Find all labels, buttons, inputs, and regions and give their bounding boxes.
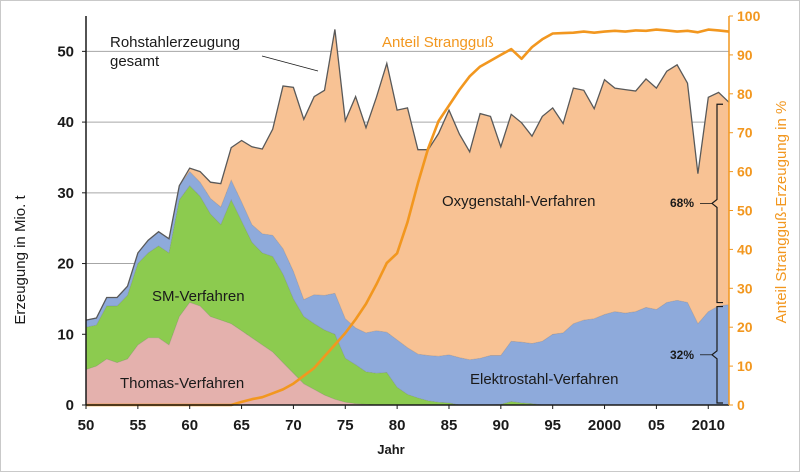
x-tick-label-70: 70 <box>285 417 302 434</box>
y2-tick-label-80: 80 <box>737 86 753 102</box>
y-tick-label-0: 0 <box>66 397 74 414</box>
x-tick-label-85: 85 <box>441 417 458 434</box>
area-oxygenstahl-verfahren <box>86 29 729 360</box>
y-tick-label-10: 10 <box>57 326 74 343</box>
oxygen-label: Oxygenstahl-Verfahren <box>442 193 595 210</box>
area-thomas-verfahren <box>86 302 729 405</box>
sm-label: SM-Verfahren <box>152 288 245 305</box>
x-tick-label-80: 80 <box>389 417 406 434</box>
total-outline <box>85 29 730 321</box>
share-line <box>86 28 730 407</box>
area-elektrostahl-verfahren <box>86 171 729 405</box>
y2-tick-label-20: 20 <box>737 319 753 335</box>
y-axis-right-label: Anteil Strangguß-Erzeugung in % <box>773 101 790 324</box>
y-axis-left-label: Erzeugung in Mio. t <box>12 195 29 325</box>
y2-tick-label-100: 100 <box>737 8 761 24</box>
x-tick-label-05: 05 <box>648 417 665 434</box>
total-label-line1: Rohstahlerzeugung <box>110 34 240 51</box>
y-tick-label-30: 30 <box>57 185 74 202</box>
x-tick-label-50: 50 <box>78 417 95 434</box>
y2-tick-label-90: 90 <box>737 47 753 63</box>
y-tick-label-20: 20 <box>57 256 74 273</box>
electro-share-label: 32% <box>670 348 694 362</box>
x-tick-label-90: 90 <box>492 417 509 434</box>
x-tick-label-2010: 2010 <box>692 417 725 434</box>
x-tick-label-60: 60 <box>181 417 198 434</box>
total-leader-line <box>261 55 319 72</box>
y2-tick-label-10: 10 <box>737 358 753 374</box>
y2-tick-label-40: 40 <box>737 241 753 257</box>
annotations: Rohstahlerzeugung gesamt Anteil Stranggu… <box>12 34 790 457</box>
y2-tick-label-70: 70 <box>737 125 753 141</box>
thomas-label: Thomas-Verfahren <box>120 375 244 392</box>
y2-tick-label-60: 60 <box>737 164 753 180</box>
total-label-line2: gesamt <box>110 53 160 70</box>
boundary-elektrostahl-verfahren <box>85 171 730 361</box>
x-tick-label-2000: 2000 <box>588 417 621 434</box>
total-production-line <box>85 29 730 321</box>
x-tick-label-55: 55 <box>130 417 147 434</box>
share-line-label: Anteil Strangguß <box>382 34 494 51</box>
y2-tick-label-30: 30 <box>737 280 753 296</box>
x-tick-label-95: 95 <box>544 417 561 434</box>
continuous-casting-share-line <box>86 28 730 407</box>
x-axis-label: Jahr <box>377 442 404 457</box>
y-tick-label-50: 50 <box>57 43 74 60</box>
oxygen-share-label: 68% <box>670 196 694 210</box>
y-tick-label-40: 40 <box>57 114 74 131</box>
x-tick-label-65: 65 <box>233 417 250 434</box>
area-sm-verfahren <box>86 185 729 405</box>
y2-tick-label-0: 0 <box>737 397 745 413</box>
x-tick-label-75: 75 <box>337 417 354 434</box>
y2-tick-label-50: 50 <box>737 203 753 219</box>
electro-label: Elektrostahl-Verfahren <box>470 371 618 388</box>
